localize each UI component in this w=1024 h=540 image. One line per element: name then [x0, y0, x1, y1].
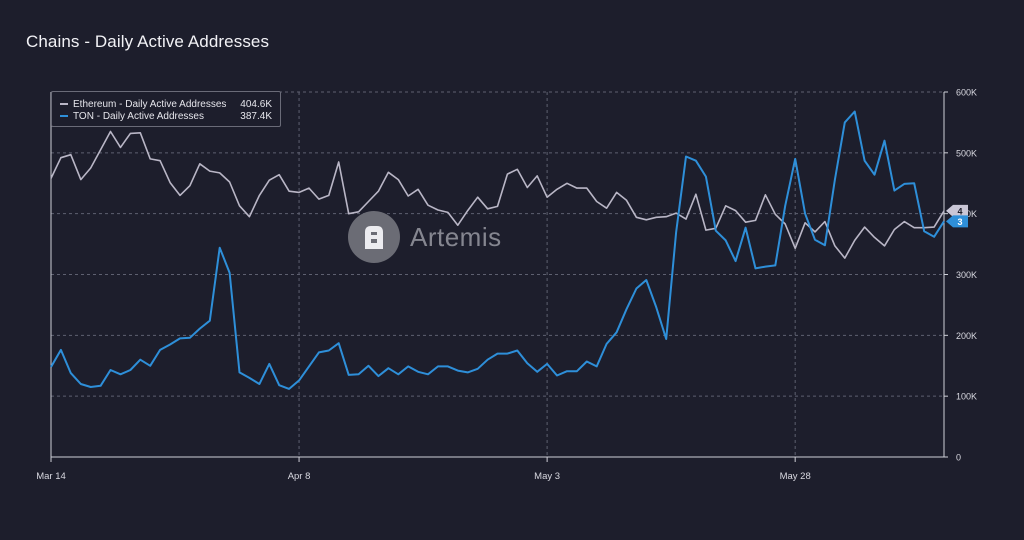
legend-swatch-ton: [60, 115, 68, 117]
legend-value: 387.4K: [240, 110, 272, 122]
x-tick-label: Apr 8: [288, 471, 311, 482]
watermark-brand: Artemis: [410, 221, 502, 252]
artemis-logo-icon: [348, 211, 400, 263]
grid-lines: [50, 91, 944, 457]
y-tick-label: 100K: [956, 392, 977, 402]
end-value-marker-label: 4: [957, 206, 962, 216]
end-value-marker: [946, 215, 968, 228]
end-markers: 43: [946, 204, 968, 228]
ton-series-line: [50, 110, 945, 390]
y-tick-label: 0: [956, 453, 961, 463]
end-value-marker-label: 3: [957, 217, 962, 227]
ethereum-series-line: [50, 130, 945, 259]
legend-swatch-ethereum: [60, 103, 68, 105]
y-tick-label: 300K: [956, 270, 977, 280]
chart-legend: Ethereum - Daily Active Addresses 404.6K…: [51, 91, 281, 127]
end-value-marker: [946, 204, 968, 217]
legend-item-ethereum[interactable]: Ethereum - Daily Active Addresses 404.6K: [60, 98, 274, 110]
legend-label: TON - Daily Active Addresses: [73, 110, 204, 122]
y-tick-label: 600K: [956, 88, 977, 98]
y-tick-label: 500K: [956, 148, 977, 158]
legend-label: Ethereum - Daily Active Addresses: [73, 98, 227, 110]
y-tick-label: 200K: [956, 331, 977, 341]
legend-item-ton[interactable]: TON - Daily Active Addresses 387.4K: [60, 110, 274, 122]
legend-value: 404.6K: [240, 98, 272, 110]
artemis-watermark: Artemis: [348, 211, 502, 263]
series-lines: [50, 110, 945, 390]
x-tick-label: Mar 14: [36, 471, 66, 482]
x-tick-label: May 28: [780, 471, 811, 482]
chart-title: Chains - Daily Active Addresses: [26, 32, 270, 51]
x-tick-label: May 3: [534, 471, 560, 482]
